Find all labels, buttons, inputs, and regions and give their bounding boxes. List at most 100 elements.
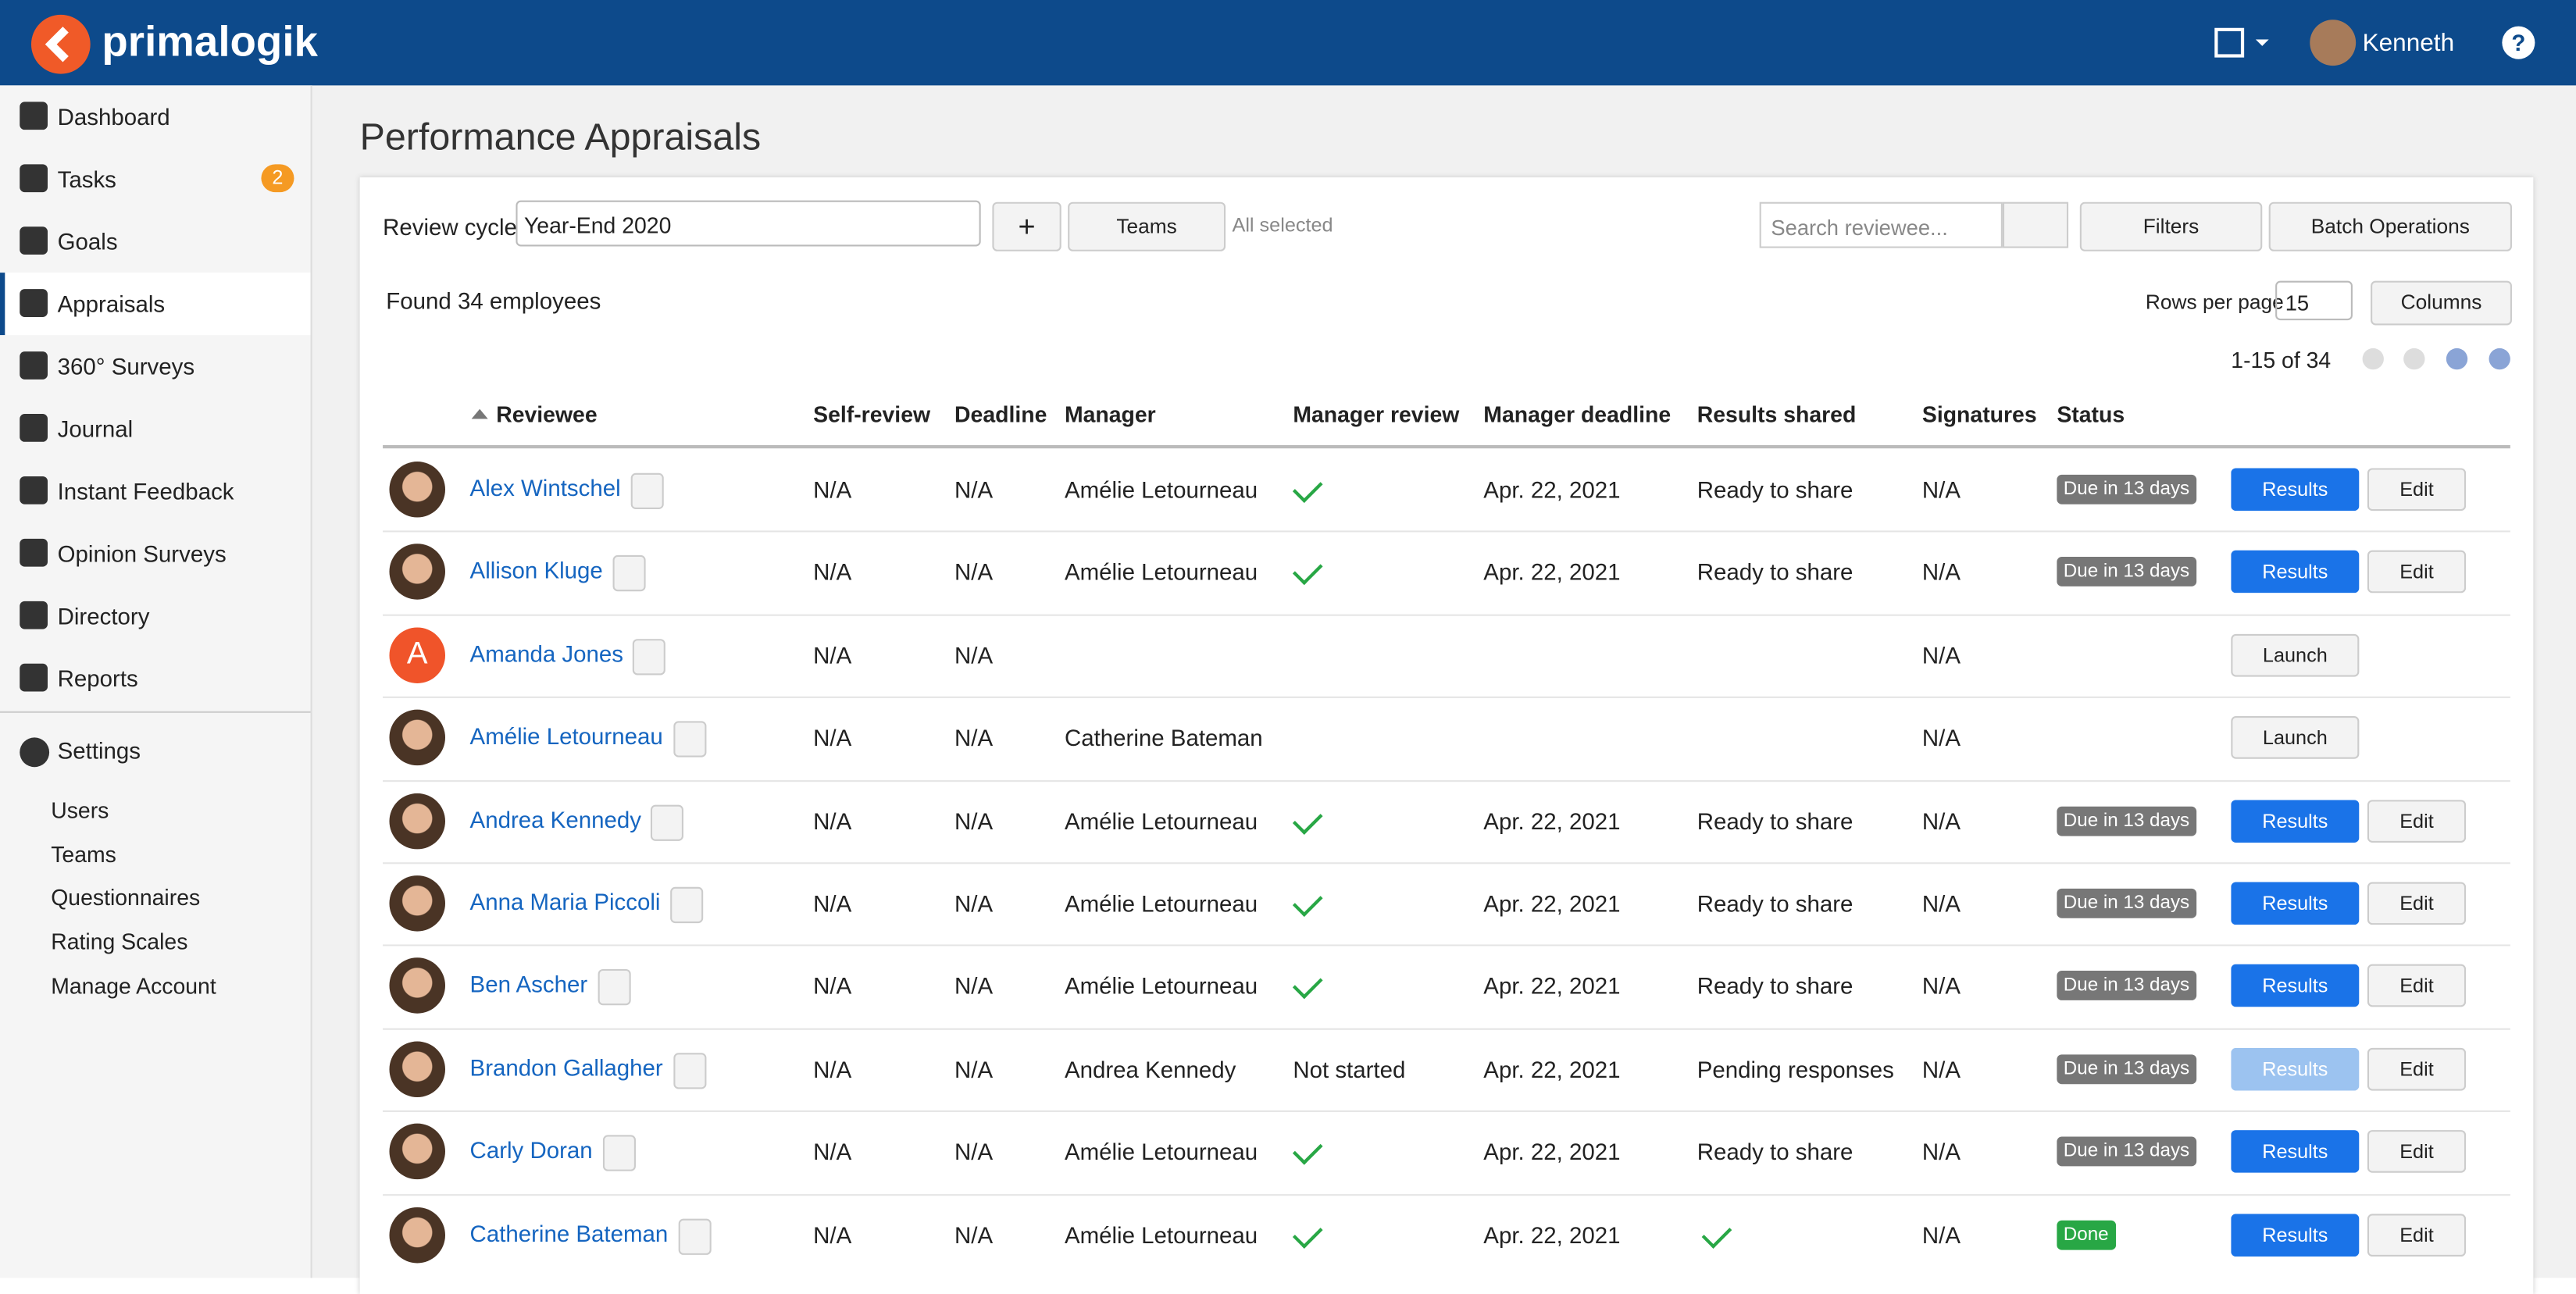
settings-link[interactable]: Teams <box>51 842 116 867</box>
avatar <box>389 1041 445 1097</box>
search-button[interactable] <box>2002 201 2069 248</box>
filters-button[interactable]: Filters <box>2079 201 2263 251</box>
add-button[interactable]: + <box>992 201 1061 251</box>
row-menu[interactable] <box>602 1135 636 1172</box>
rows-per-page-select[interactable]: 15 <box>2275 280 2353 321</box>
reviewee-link[interactable]: Carly Doran <box>469 1136 593 1164</box>
settings-link[interactable]: Questionnaires <box>51 886 201 911</box>
action-button[interactable]: Results <box>2231 468 2360 512</box>
row-menu[interactable] <box>612 555 646 593</box>
row-menu[interactable] <box>630 472 664 510</box>
search-input[interactable]: Search reviewee... <box>1759 201 2003 248</box>
action-button[interactable]: Launch <box>2231 716 2360 760</box>
cell: N/A <box>1921 724 1961 751</box>
settings-link[interactable]: Rating Scales <box>51 929 188 955</box>
nav-item[interactable]: Reports <box>0 647 311 710</box>
nav-item[interactable]: Directory <box>0 585 311 647</box>
action-button[interactable]: Edit <box>2367 882 2467 925</box>
reviewee-link[interactable]: Catherine Bateman <box>469 1219 669 1246</box>
batch-button[interactable]: Batch Operations <box>2268 201 2512 251</box>
reviewee-link[interactable]: Amanda Jones <box>469 640 624 667</box>
cell: N/A <box>954 1138 994 1165</box>
nav-item[interactable]: Instant Feedback <box>0 460 311 522</box>
avatar <box>389 958 445 1014</box>
action-button[interactable]: Edit <box>2367 964 2467 1008</box>
reviewee-link[interactable]: Ben Ascher <box>469 971 588 998</box>
action-button[interactable]: Edit <box>2367 551 2467 594</box>
check-icon <box>1292 1135 1323 1166</box>
reviewee-link[interactable]: Amélie Letourneau <box>469 722 663 750</box>
row-menu[interactable] <box>673 1052 707 1089</box>
column-header: Manager <box>1064 402 1156 427</box>
action-button[interactable]: Edit <box>2367 1047 2467 1091</box>
nav-item[interactable]: Appraisals <box>0 273 311 336</box>
page-nav[interactable] <box>2362 348 2384 370</box>
columns-button[interactable]: Columns <box>2371 280 2512 326</box>
settings-icon <box>20 737 50 768</box>
cell: Apr. 22, 2021 <box>1483 889 1621 917</box>
nav-label: Directory <box>57 602 150 629</box>
action-button[interactable]: Launch <box>2231 633 2360 677</box>
action-button[interactable]: Results <box>2231 964 2360 1008</box>
action-button[interactable]: Results <box>2231 1130 2360 1174</box>
settings-link[interactable]: Manage Account <box>51 973 216 999</box>
nav-item[interactable]: Opinion Surveys <box>0 522 311 585</box>
action-button[interactable]: Results <box>2231 799 2360 843</box>
row-menu[interactable] <box>650 804 683 841</box>
card: Review cycle Year-End 2020 + Teams All selec… <box>359 177 2534 1294</box>
row-menu[interactable] <box>673 721 707 758</box>
teams-button[interactable]: Teams <box>1068 201 1226 251</box>
row-menu[interactable] <box>670 886 704 924</box>
column-header[interactable]: Reviewee <box>496 402 598 427</box>
cell: Ready to share <box>1697 558 1854 586</box>
reviewee-link[interactable]: Brandon Gallagher <box>469 1053 663 1081</box>
cell: N/A <box>1921 1138 1961 1165</box>
org-menu[interactable] <box>2213 27 2269 59</box>
row-menu[interactable] <box>632 638 665 676</box>
page-nav[interactable] <box>2403 348 2425 370</box>
action-button[interactable]: Edit <box>2367 1213 2467 1257</box>
action-button[interactable]: Results <box>2231 1047 2360 1091</box>
nav-item[interactable]: Tasks 2 <box>0 148 311 210</box>
reviewee-link[interactable]: Anna Maria Piccoli <box>469 888 661 915</box>
cell: Amélie Letourneau <box>1064 1221 1258 1248</box>
page-nav[interactable] <box>2446 348 2468 370</box>
reviewee-link[interactable]: Allison Kluge <box>469 557 603 584</box>
nav-item[interactable]: Dashboard <box>0 85 311 148</box>
nav-item[interactable]: Journal <box>0 397 311 460</box>
action-button[interactable]: Edit <box>2367 1130 2467 1174</box>
nav-label: Dashboard <box>57 103 170 130</box>
action-button[interactable]: Edit <box>2367 799 2467 843</box>
reviewee-link[interactable]: Andrea Kennedy <box>469 805 641 832</box>
action-button[interactable]: Results <box>2231 1213 2360 1257</box>
nav-label: Journal <box>57 415 134 442</box>
row-menu[interactable] <box>598 969 631 1007</box>
column-header: Manager review <box>1293 402 1460 427</box>
action-button[interactable]: Results <box>2231 551 2360 594</box>
reviewee-link[interactable]: Alex Wintschel <box>469 474 621 501</box>
cell: N/A <box>1921 807 1961 834</box>
cell: Amélie Letourneau <box>1064 807 1258 834</box>
cell: N/A <box>1921 476 1961 503</box>
row-menu[interactable] <box>678 1217 712 1255</box>
nav-item[interactable]: 360° Surveys <box>0 335 311 397</box>
action-button[interactable]: Results <box>2231 882 2360 925</box>
cell: Apr. 22, 2021 <box>1483 972 1621 1000</box>
user-menu[interactable]: Kenneth <box>2362 29 2455 58</box>
nav-item[interactable]: Goals <box>0 210 311 273</box>
cell: N/A <box>1921 1056 1961 1082</box>
nav-icon <box>20 601 48 629</box>
cell: Ready to share <box>1697 972 1854 1000</box>
nav-icon <box>20 102 48 130</box>
nav-label: 360° Surveys <box>57 353 195 380</box>
help[interactable]: ? <box>2502 26 2535 59</box>
row-rule <box>383 531 2510 533</box>
settings[interactable]: Settings <box>57 737 141 765</box>
row-rule <box>383 1110 2510 1113</box>
page-nav[interactable] <box>2489 348 2510 370</box>
pagination: 1-15 of 34 <box>2231 348 2332 373</box>
action-button[interactable]: Edit <box>2367 468 2467 512</box>
cell: Apr. 22, 2021 <box>1483 558 1621 586</box>
review-cycle-select[interactable]: Year-End 2020 <box>516 200 981 247</box>
settings-link[interactable]: Users <box>51 798 109 823</box>
